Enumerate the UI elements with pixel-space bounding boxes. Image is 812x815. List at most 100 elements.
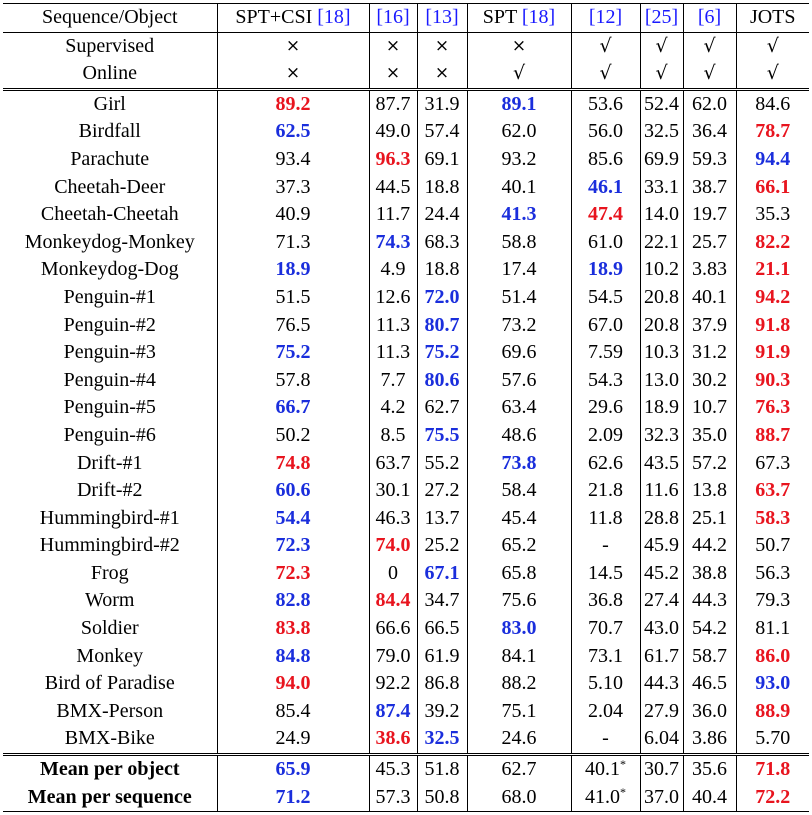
score-value: 54.3 (588, 368, 623, 391)
sequence-name: Penguin-#2 (3, 311, 218, 340)
score-cell: 43.5 (640, 449, 684, 478)
score-cell: 87.4 (369, 697, 418, 726)
score-value: 91.9 (755, 341, 791, 364)
score-value: 7.7 (380, 368, 406, 391)
col-header-spt: SPT [18] (467, 3, 572, 33)
citation-link[interactable]: [18] (317, 6, 351, 28)
score-value: 74.0 (375, 534, 411, 557)
score-value: 52.4 (644, 92, 679, 115)
score-value: 71.2 (275, 785, 311, 808)
score-value: 72.3 (275, 534, 311, 557)
score-cell: 30.7 (640, 754, 684, 784)
score-cell: 41.0* (571, 783, 641, 813)
score-value: 92.2 (375, 672, 411, 695)
score-cell: 59.3 (683, 145, 737, 174)
per-sequence-section: Girl 89.2 87.7 31.9 89.1 53.6 52.4 62.0 84.6 Bird… (3, 89, 809, 757)
score-value: 57.6 (501, 368, 537, 391)
score-value: 61.0 (588, 230, 623, 253)
score-value: 58.7 (692, 644, 727, 667)
score-cell: 31.9 (417, 89, 468, 119)
score-cell: 72.3 (217, 559, 370, 588)
score-value: 20.8 (644, 313, 679, 336)
check-icon: √ (640, 32, 684, 61)
sequence-name: Worm (3, 587, 218, 616)
score-value: 76.3 (755, 396, 791, 419)
score-value: 86.0 (755, 644, 791, 667)
score-value: 69.9 (644, 147, 679, 170)
score-value: 94.4 (755, 147, 791, 170)
score-value: 93.4 (275, 147, 311, 170)
score-value: 58.3 (755, 506, 791, 529)
citation-link[interactable]: [6] (697, 6, 722, 28)
score-value: 46.1 (588, 175, 623, 198)
score-value: 63.7 (755, 479, 791, 502)
score-cell: 56.3 (736, 560, 809, 588)
score-cell: 50.2 (217, 421, 370, 450)
score-value: 91.8 (755, 313, 791, 336)
score-value: 38.6 (375, 727, 411, 750)
score-value: 54.5 (588, 285, 623, 308)
table-row: BMX-Bike 24.9 38.6 32.5 24.6 - 6.04 3.86 5.70 (3, 725, 809, 757)
score-cell: 94.2 (736, 284, 809, 312)
score-value: 22.1 (644, 230, 679, 253)
score-cell: 20.8 (640, 283, 684, 312)
score-cell: 94.4 (736, 146, 809, 174)
score-cell: 57.8 (217, 366, 370, 395)
score-value: 85.6 (588, 147, 623, 170)
score-value: 56.0 (588, 120, 623, 143)
sequence-name: Drift-#1 (3, 449, 218, 478)
score-value: 61.9 (424, 644, 460, 667)
citation-link[interactable]: [12] (588, 6, 623, 28)
score-cell: 14.0 (640, 201, 684, 229)
summary-row: Mean per sequence 71.2 57.3 50.8 68.0 41.0* 37… (3, 783, 809, 813)
citation-link[interactable]: [13] (425, 6, 459, 28)
score-cell: 29.6 (571, 394, 641, 422)
score-cell: 46.1 (571, 173, 641, 202)
score-cell: 44.3 (640, 670, 684, 698)
score-value: 4.2 (380, 396, 406, 419)
score-cell: 66.1 (736, 174, 809, 202)
score-cell: 67.3 (736, 450, 809, 478)
score-cell: 75.6 (467, 587, 572, 616)
score-value: 10.7 (692, 396, 727, 419)
score-cell: 35.0 (683, 421, 737, 450)
score-value: 82.8 (275, 589, 311, 612)
score-value: 40.1 (585, 758, 620, 781)
score-cell: 37.9 (683, 311, 737, 340)
score-cell: 75.2 (217, 339, 370, 367)
table-row: Girl 89.2 87.7 31.9 89.1 53.6 52.4 62.0 84.6 (3, 89, 809, 119)
score-cell: 45.9 (640, 532, 684, 560)
score-value: 14.0 (644, 203, 679, 226)
table-row: Monkey 84.8 79.0 61.9 84.1 73.1 61.7 58.7 86.0 (3, 642, 809, 671)
citation-link[interactable]: [18] (521, 6, 556, 28)
score-value: 57.2 (692, 451, 727, 474)
table-row: Parachute 93.4 96.3 69.1 93.2 85.6 69.9 59.3 94.… (3, 145, 809, 174)
score-value: 24.6 (501, 727, 537, 750)
score-cell: 10.2 (640, 256, 684, 284)
score-value: 3.86 (692, 727, 727, 750)
score-cell: 40.1* (571, 754, 641, 784)
score-cell: 44.2 (683, 532, 737, 560)
score-cell: 68.0 (467, 783, 572, 813)
citation-link[interactable]: [25] (644, 6, 679, 28)
sequence-name: BMX-Bike (3, 725, 218, 757)
score-value: 69.1 (424, 147, 460, 170)
score-value: 5.10 (588, 672, 623, 695)
score-cell: 7.59 (571, 339, 641, 367)
results-table: Sequence/Object SPT+CSI [18] [16] [13] S… (3, 3, 809, 813)
score-value: 83.0 (501, 617, 537, 640)
score-value: 44.3 (644, 672, 679, 695)
score-value: 50.7 (755, 534, 791, 557)
method-name: SPT+CSI (235, 6, 313, 28)
score-cell: 73.2 (467, 311, 572, 340)
score-value: 58.8 (501, 230, 537, 253)
score-value: 34.7 (424, 589, 460, 612)
score-value: 65.2 (501, 534, 537, 557)
score-cell: 71.3 (217, 228, 370, 257)
table-row: Cheetah-Cheetah 40.9 11.7 24.4 41.3 47.4 14.0 1… (3, 201, 809, 229)
score-value: 65.8 (501, 561, 537, 584)
score-cell: 36.4 (683, 118, 737, 146)
citation-link[interactable]: [16] (376, 6, 410, 28)
score-cell: 45.3 (369, 754, 418, 784)
score-value: 75.5 (424, 423, 460, 446)
